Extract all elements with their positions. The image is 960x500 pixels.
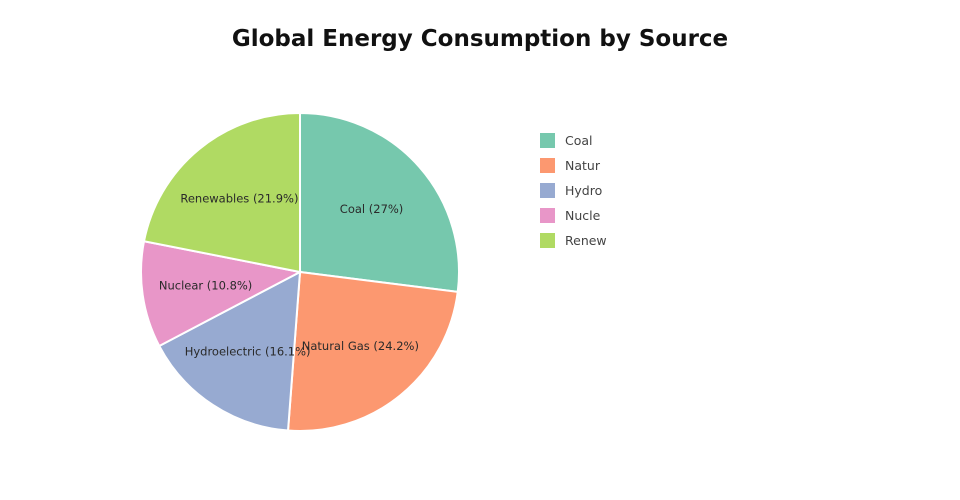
legend-item-natural-gas[interactable]: Natur bbox=[540, 158, 601, 173]
pie-slice-coal[interactable] bbox=[299, 111, 460, 294]
legend-item-renewables[interactable]: Renew bbox=[540, 233, 607, 248]
slice-label-coal: Coal (27%) bbox=[340, 202, 404, 216]
slice-label-renewables: Renewables (21.9%) bbox=[180, 191, 298, 205]
legend-swatch bbox=[540, 233, 555, 248]
legend-swatch bbox=[540, 208, 555, 223]
pie-slices bbox=[140, 111, 460, 432]
legend-label: Coal bbox=[565, 133, 593, 148]
pie-slice-labels: Coal (27%) Natural Gas (24.2%)Hydroelectr… bbox=[159, 191, 419, 358]
pie-slice-renewables[interactable] bbox=[142, 111, 301, 274]
pie-slice-natural-gas[interactable] bbox=[286, 270, 459, 432]
legend-swatch bbox=[540, 158, 555, 173]
legend-item-coal[interactable]: Coal bbox=[540, 133, 593, 148]
legend-label: Hydro bbox=[565, 183, 602, 198]
legend: Coal Natur Hydro Nucle Renew bbox=[540, 133, 607, 248]
slice-label-hydroelectric: Hydroelectric (16.1%) bbox=[185, 345, 311, 359]
legend-label: Natur bbox=[565, 158, 601, 173]
pie-slice-nuclear[interactable] bbox=[140, 240, 303, 348]
slice-label-natural-gas: Natural Gas (24.2%) bbox=[302, 339, 419, 353]
legend-item-nuclear[interactable]: Nucle bbox=[540, 208, 601, 223]
legend-swatch bbox=[540, 183, 555, 198]
slice-label-nuclear: Nuclear (10.8%) bbox=[159, 279, 252, 293]
legend-item-hydroelectric[interactable]: Hydro bbox=[540, 183, 602, 198]
pie-slice-hydroelectric[interactable] bbox=[157, 270, 302, 432]
legend-label: Nucle bbox=[565, 208, 601, 223]
legend-swatch bbox=[540, 133, 555, 148]
chart-title: Global Energy Consumption by Source bbox=[232, 26, 728, 52]
legend-label: Renew bbox=[565, 233, 607, 248]
